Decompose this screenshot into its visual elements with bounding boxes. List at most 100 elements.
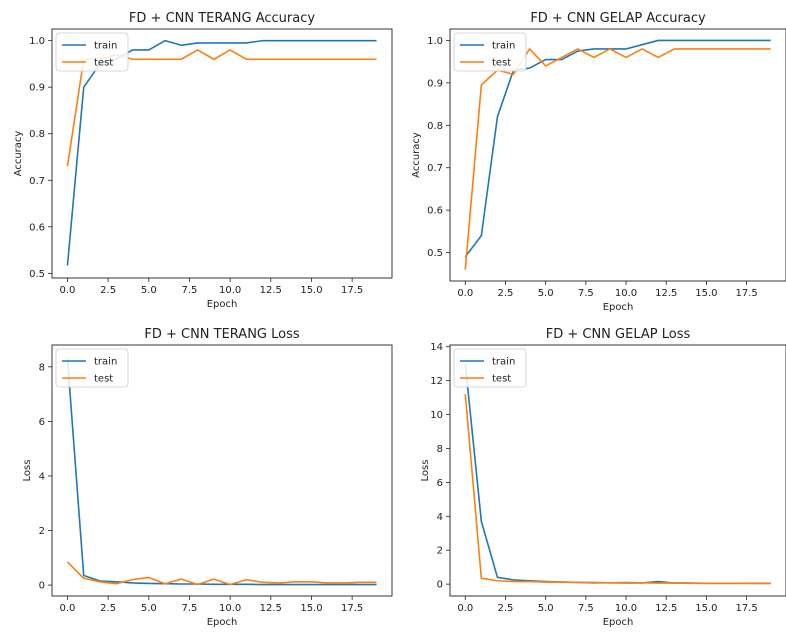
y-tick-label: 2 [437, 546, 443, 557]
y-tick-label: 1.0 [427, 36, 443, 47]
x-tick-label: 12.5 [655, 288, 677, 299]
series-line-test [464, 394, 771, 585]
legend: train test [55, 348, 129, 388]
y-tick-label: 0.6 [29, 222, 45, 233]
series-line-train [464, 363, 771, 585]
chart-terang-accuracy: FD + CNN TERANG Accuracy 0.0 2.5 5.0 7.5 10.0… [13, 11, 393, 310]
legend-box [55, 32, 129, 72]
y-tick-label: 0.6 [427, 206, 443, 217]
y-axis-label: Accuracy [411, 132, 422, 178]
y-tick-label: 4 [39, 471, 45, 482]
x-tick-label: 17.5 [341, 285, 363, 296]
series-line-train [66, 358, 377, 586]
x-tick-label: 7.5 [578, 288, 594, 299]
x-axis-label: Epoch [603, 302, 634, 313]
x-tick-label: 7.5 [182, 603, 198, 614]
y-tick-label: 12 [430, 376, 443, 387]
y-tick-label: 0.5 [29, 269, 45, 280]
y-tick-label: 0 [39, 581, 45, 592]
x-tick-label: 0.0 [60, 285, 76, 296]
x-tick-label: 12.5 [260, 285, 282, 296]
series-line-train [66, 39, 377, 266]
y-tick-label: 4 [437, 512, 443, 523]
axes-frame [51, 28, 393, 279]
chart-gelap-loss: FD + CNN GELAP Loss 0.0 2.5 5.0 7.5 10.0 12.5 1… [420, 327, 786, 628]
x-tick-label: 10.0 [615, 288, 637, 299]
series-line-test [464, 48, 771, 270]
x-tick-label: 15.0 [300, 603, 322, 614]
y-axis-label: Accuracy [13, 131, 24, 177]
x-tick-label: 2.5 [100, 603, 116, 614]
x-tick-label: 10.0 [219, 285, 241, 296]
y-tick-label: 0.5 [427, 248, 443, 259]
legend-label-test: test [492, 58, 511, 69]
legend-label-train: train [94, 357, 117, 368]
x-tick-label: 12.5 [260, 603, 282, 614]
x-tick-label: 17.5 [341, 603, 363, 614]
x-tick-label: 17.5 [735, 288, 757, 299]
x-tick-label: 15.0 [300, 285, 322, 296]
chart-title: FD + CNN TERANG Loss [144, 327, 300, 342]
x-tick-label: 5.0 [538, 288, 554, 299]
y-tick-label: 0 [437, 580, 443, 591]
chart-title: FD + CNN GELAP Loss [546, 327, 691, 342]
x-tick-label: 12.5 [655, 603, 677, 614]
chart-gelap-accuracy: FD + CNN GELAP Accuracy 0.0 2.5 5.0 7.5 10.0 1… [411, 11, 786, 313]
x-tick-label: 5.0 [538, 603, 554, 614]
legend-label-train: train [492, 41, 515, 52]
x-tick-label: 2.5 [498, 288, 514, 299]
chart-terang-loss: FD + CNN TERANG Loss 0.0 2.5 5.0 7.5 10.0 12.5… [22, 327, 393, 628]
x-axis-label: Epoch [603, 617, 634, 628]
y-tick-label: 0.7 [427, 163, 443, 174]
x-tick-label: 15.0 [695, 603, 717, 614]
y-tick-label: 6 [437, 478, 443, 489]
x-tick-label: 0.0 [457, 603, 473, 614]
y-tick-label: 0.8 [29, 129, 45, 140]
legend-label-train: train [492, 357, 515, 368]
x-tick-label: 2.5 [100, 285, 116, 296]
series-line-test [66, 561, 377, 586]
y-tick-label: 8 [437, 444, 443, 455]
x-axis-label: Epoch [207, 299, 238, 310]
legend-label-test: test [492, 374, 511, 385]
x-tick-label: 17.5 [735, 603, 757, 614]
x-tick-label: 10.0 [219, 603, 241, 614]
y-tick-label: 8 [39, 362, 45, 373]
x-tick-label: 15.0 [695, 288, 717, 299]
legend-box [453, 348, 527, 388]
y-tick-label: 2 [39, 526, 45, 537]
legend-box [55, 348, 129, 388]
series-line-train [464, 39, 771, 258]
legend-label-train: train [94, 41, 117, 52]
chart-title: FD + CNN GELAP Accuracy [530, 11, 706, 26]
y-tick-label: 0.9 [427, 78, 443, 89]
x-tick-label: 7.5 [578, 603, 594, 614]
x-tick-label: 10.0 [615, 603, 637, 614]
x-tick-label: 5.0 [141, 603, 157, 614]
x-tick-label: 7.5 [182, 285, 198, 296]
y-tick-label: 14 [430, 342, 443, 353]
x-tick-label: 5.0 [141, 285, 157, 296]
axes-frame [51, 344, 393, 597]
legend-label-test: test [94, 374, 113, 385]
y-tick-label: 0.7 [29, 176, 45, 187]
legend: train test [453, 348, 527, 388]
legend-box [453, 32, 527, 72]
y-tick-label: 6 [39, 417, 45, 428]
y-axis-label: Loss [22, 460, 33, 482]
chart-title: FD + CNN TERANG Accuracy [129, 11, 315, 26]
legend: train test [55, 32, 129, 72]
legend: train test [453, 32, 527, 72]
y-tick-label: 0.8 [427, 121, 443, 132]
x-tick-label: 0.0 [60, 603, 76, 614]
x-tick-label: 2.5 [498, 603, 514, 614]
legend-label-test: test [94, 58, 113, 69]
axes-frame [449, 344, 786, 597]
y-tick-label: 10 [430, 410, 443, 421]
y-axis-label: Loss [420, 460, 431, 482]
y-tick-label: 1.0 [29, 36, 45, 47]
x-axis-label: Epoch [207, 617, 238, 628]
axes-frame [449, 28, 786, 282]
x-tick-label: 0.0 [457, 288, 473, 299]
